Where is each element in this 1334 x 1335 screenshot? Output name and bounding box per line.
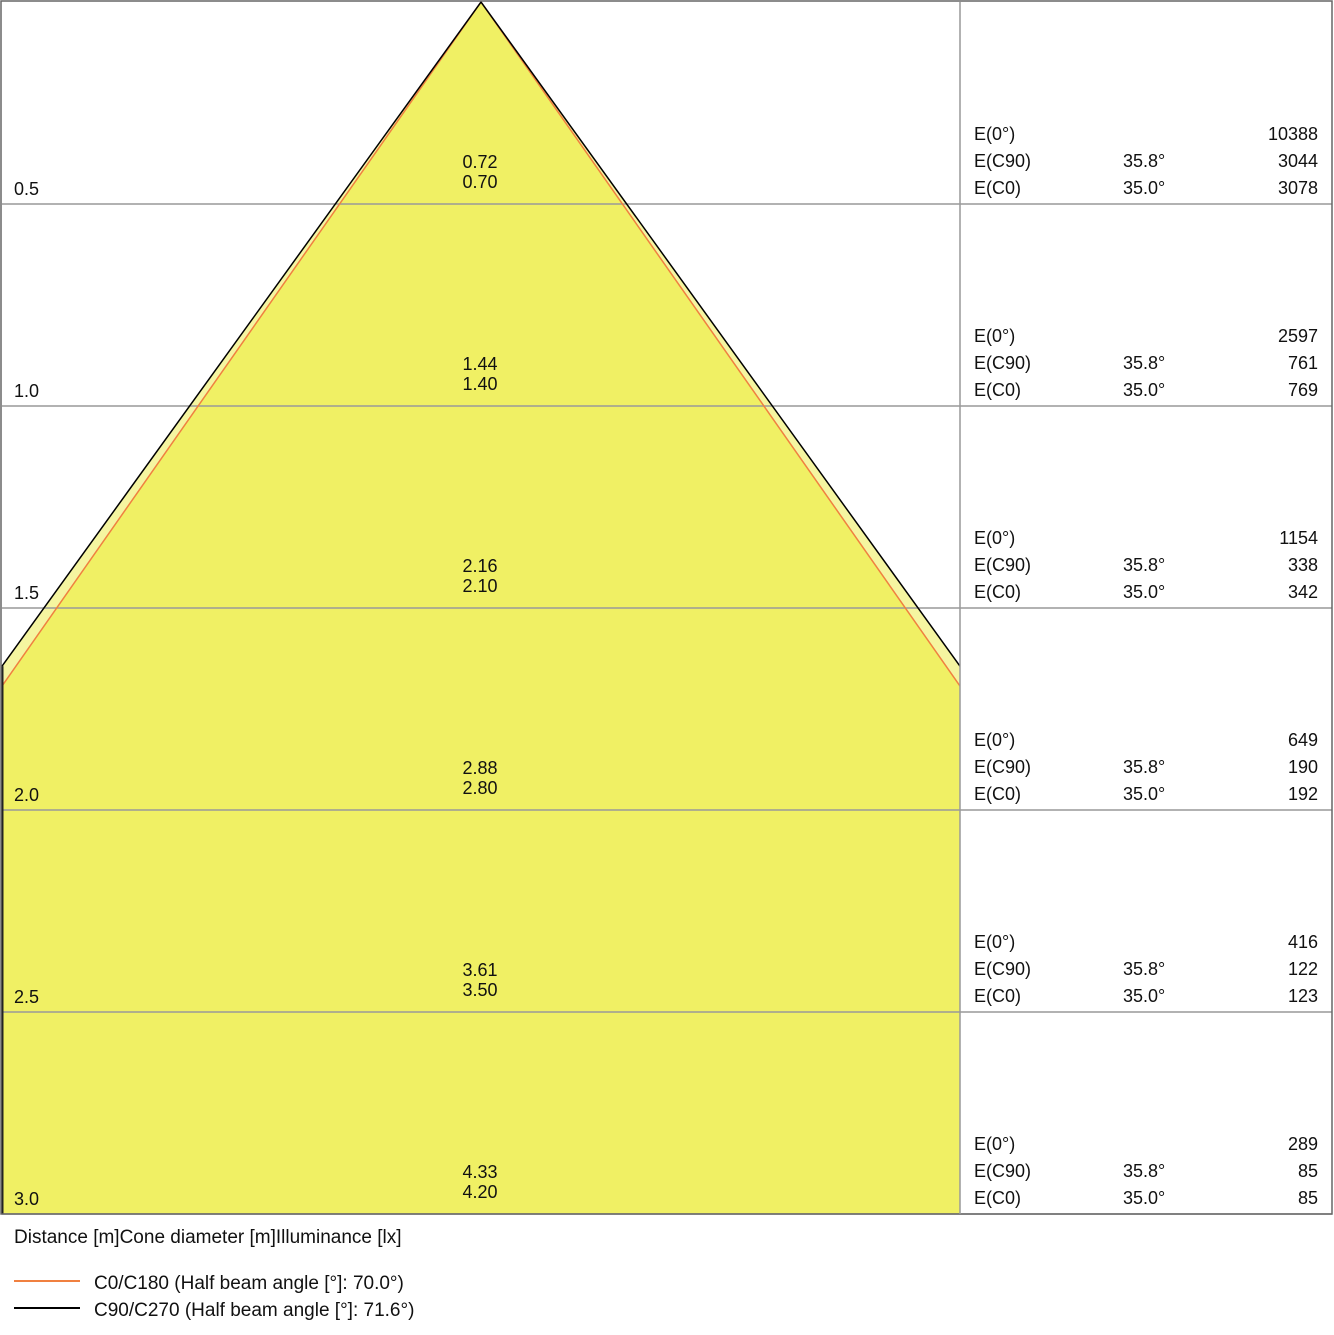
ec90-value: 338 <box>1288 555 1318 575</box>
ec90-label: E(C90) <box>974 959 1031 979</box>
ec0-value: 769 <box>1288 380 1318 400</box>
legend-swatch-c90 <box>14 1307 80 1309</box>
legend-swatch-c0 <box>14 1280 80 1282</box>
angle-c0: 35.0° <box>1123 986 1165 1006</box>
diameter-c0: 4.20 <box>462 1182 497 1202</box>
ec0-label: E(C0) <box>974 178 1021 198</box>
chart-border <box>0 0 1333 1215</box>
ec90-label: E(C90) <box>974 151 1031 171</box>
ec0-value: 123 <box>1288 986 1318 1006</box>
ec0-value: 192 <box>1288 784 1318 804</box>
diameter-c90: 3.61 <box>462 960 497 980</box>
ec0-label: E(C0) <box>974 784 1021 804</box>
ec90-value: 190 <box>1288 757 1318 777</box>
ec0-value: 85 <box>1298 1188 1318 1208</box>
ec90-value: 3044 <box>1278 151 1318 171</box>
angle-c0: 35.0° <box>1123 178 1165 198</box>
e0-label: E(0°) <box>974 528 1015 548</box>
diameter-c0: 1.40 <box>462 374 497 394</box>
e0-value: 1154 <box>1279 528 1318 548</box>
ec90-label: E(C90) <box>974 757 1031 777</box>
axis-caption: Distance [m]Cone diameter [m]Illuminance… <box>14 1227 402 1248</box>
ec0-value: 3078 <box>1278 178 1318 198</box>
diameter-c90: 0.72 <box>462 152 497 172</box>
distance-label: 3.0 <box>14 1189 39 1209</box>
e0-value: 2597 <box>1278 326 1318 346</box>
angle-c90: 35.8° <box>1123 353 1165 373</box>
e0-value: 649 <box>1288 730 1318 750</box>
angle-c0: 35.0° <box>1123 582 1165 602</box>
ec0-label: E(C0) <box>974 1188 1021 1208</box>
beam-line-c90 <box>1 0 961 667</box>
angle-c90: 35.8° <box>1123 151 1165 171</box>
diameter-c90: 2.88 <box>462 758 497 778</box>
e0-value: 289 <box>1288 1134 1318 1154</box>
diameter-c0: 3.50 <box>462 980 497 1000</box>
e0-label: E(0°) <box>974 730 1015 750</box>
distance-label: 1.5 <box>14 583 39 603</box>
ec0-label: E(C0) <box>974 380 1021 400</box>
angle-c0: 35.0° <box>1123 1188 1165 1208</box>
diameter-c0: 2.80 <box>462 778 497 798</box>
e0-value: 10388 <box>1268 124 1318 144</box>
ec90-label: E(C90) <box>974 1161 1031 1181</box>
e0-label: E(0°) <box>974 1134 1015 1154</box>
diameter-c90: 1.44 <box>462 354 497 374</box>
angle-c90: 35.8° <box>1123 555 1165 575</box>
distance-label: 0.5 <box>14 179 39 199</box>
ec90-value: 85 <box>1298 1161 1318 1181</box>
angle-c0: 35.0° <box>1123 380 1165 400</box>
angle-c90: 35.8° <box>1123 959 1165 979</box>
ec0-value: 342 <box>1288 582 1318 602</box>
diameter-c0: 2.10 <box>462 576 497 596</box>
angle-c90: 35.8° <box>1123 757 1165 777</box>
ec90-value: 122 <box>1288 959 1318 979</box>
e0-label: E(0°) <box>974 932 1015 952</box>
distance-label: 1.0 <box>14 381 39 401</box>
e0-label: E(0°) <box>974 326 1015 346</box>
diameter-c90: 2.16 <box>462 556 497 576</box>
e0-value: 416 <box>1288 932 1318 952</box>
ec90-label: E(C90) <box>974 353 1031 373</box>
ec90-label: E(C90) <box>974 555 1031 575</box>
angle-c0: 35.0° <box>1123 784 1165 804</box>
legend-label-c0: C0/C180 (Half beam angle [°]: 70.0°) <box>94 1273 404 1294</box>
e0-label: E(0°) <box>974 124 1015 144</box>
angle-c90: 35.8° <box>1123 1161 1165 1181</box>
distance-label: 2.0 <box>14 785 39 805</box>
legend-label-c90: C90/C270 (Half beam angle [°]: 71.6°) <box>94 1300 415 1321</box>
ec90-value: 761 <box>1288 353 1318 373</box>
distance-label: 2.5 <box>14 987 39 1007</box>
diameter-c90: 4.33 <box>462 1162 497 1182</box>
diameter-c0: 0.70 <box>462 172 497 192</box>
ec0-label: E(C0) <box>974 582 1021 602</box>
ec0-label: E(C0) <box>974 986 1021 1006</box>
